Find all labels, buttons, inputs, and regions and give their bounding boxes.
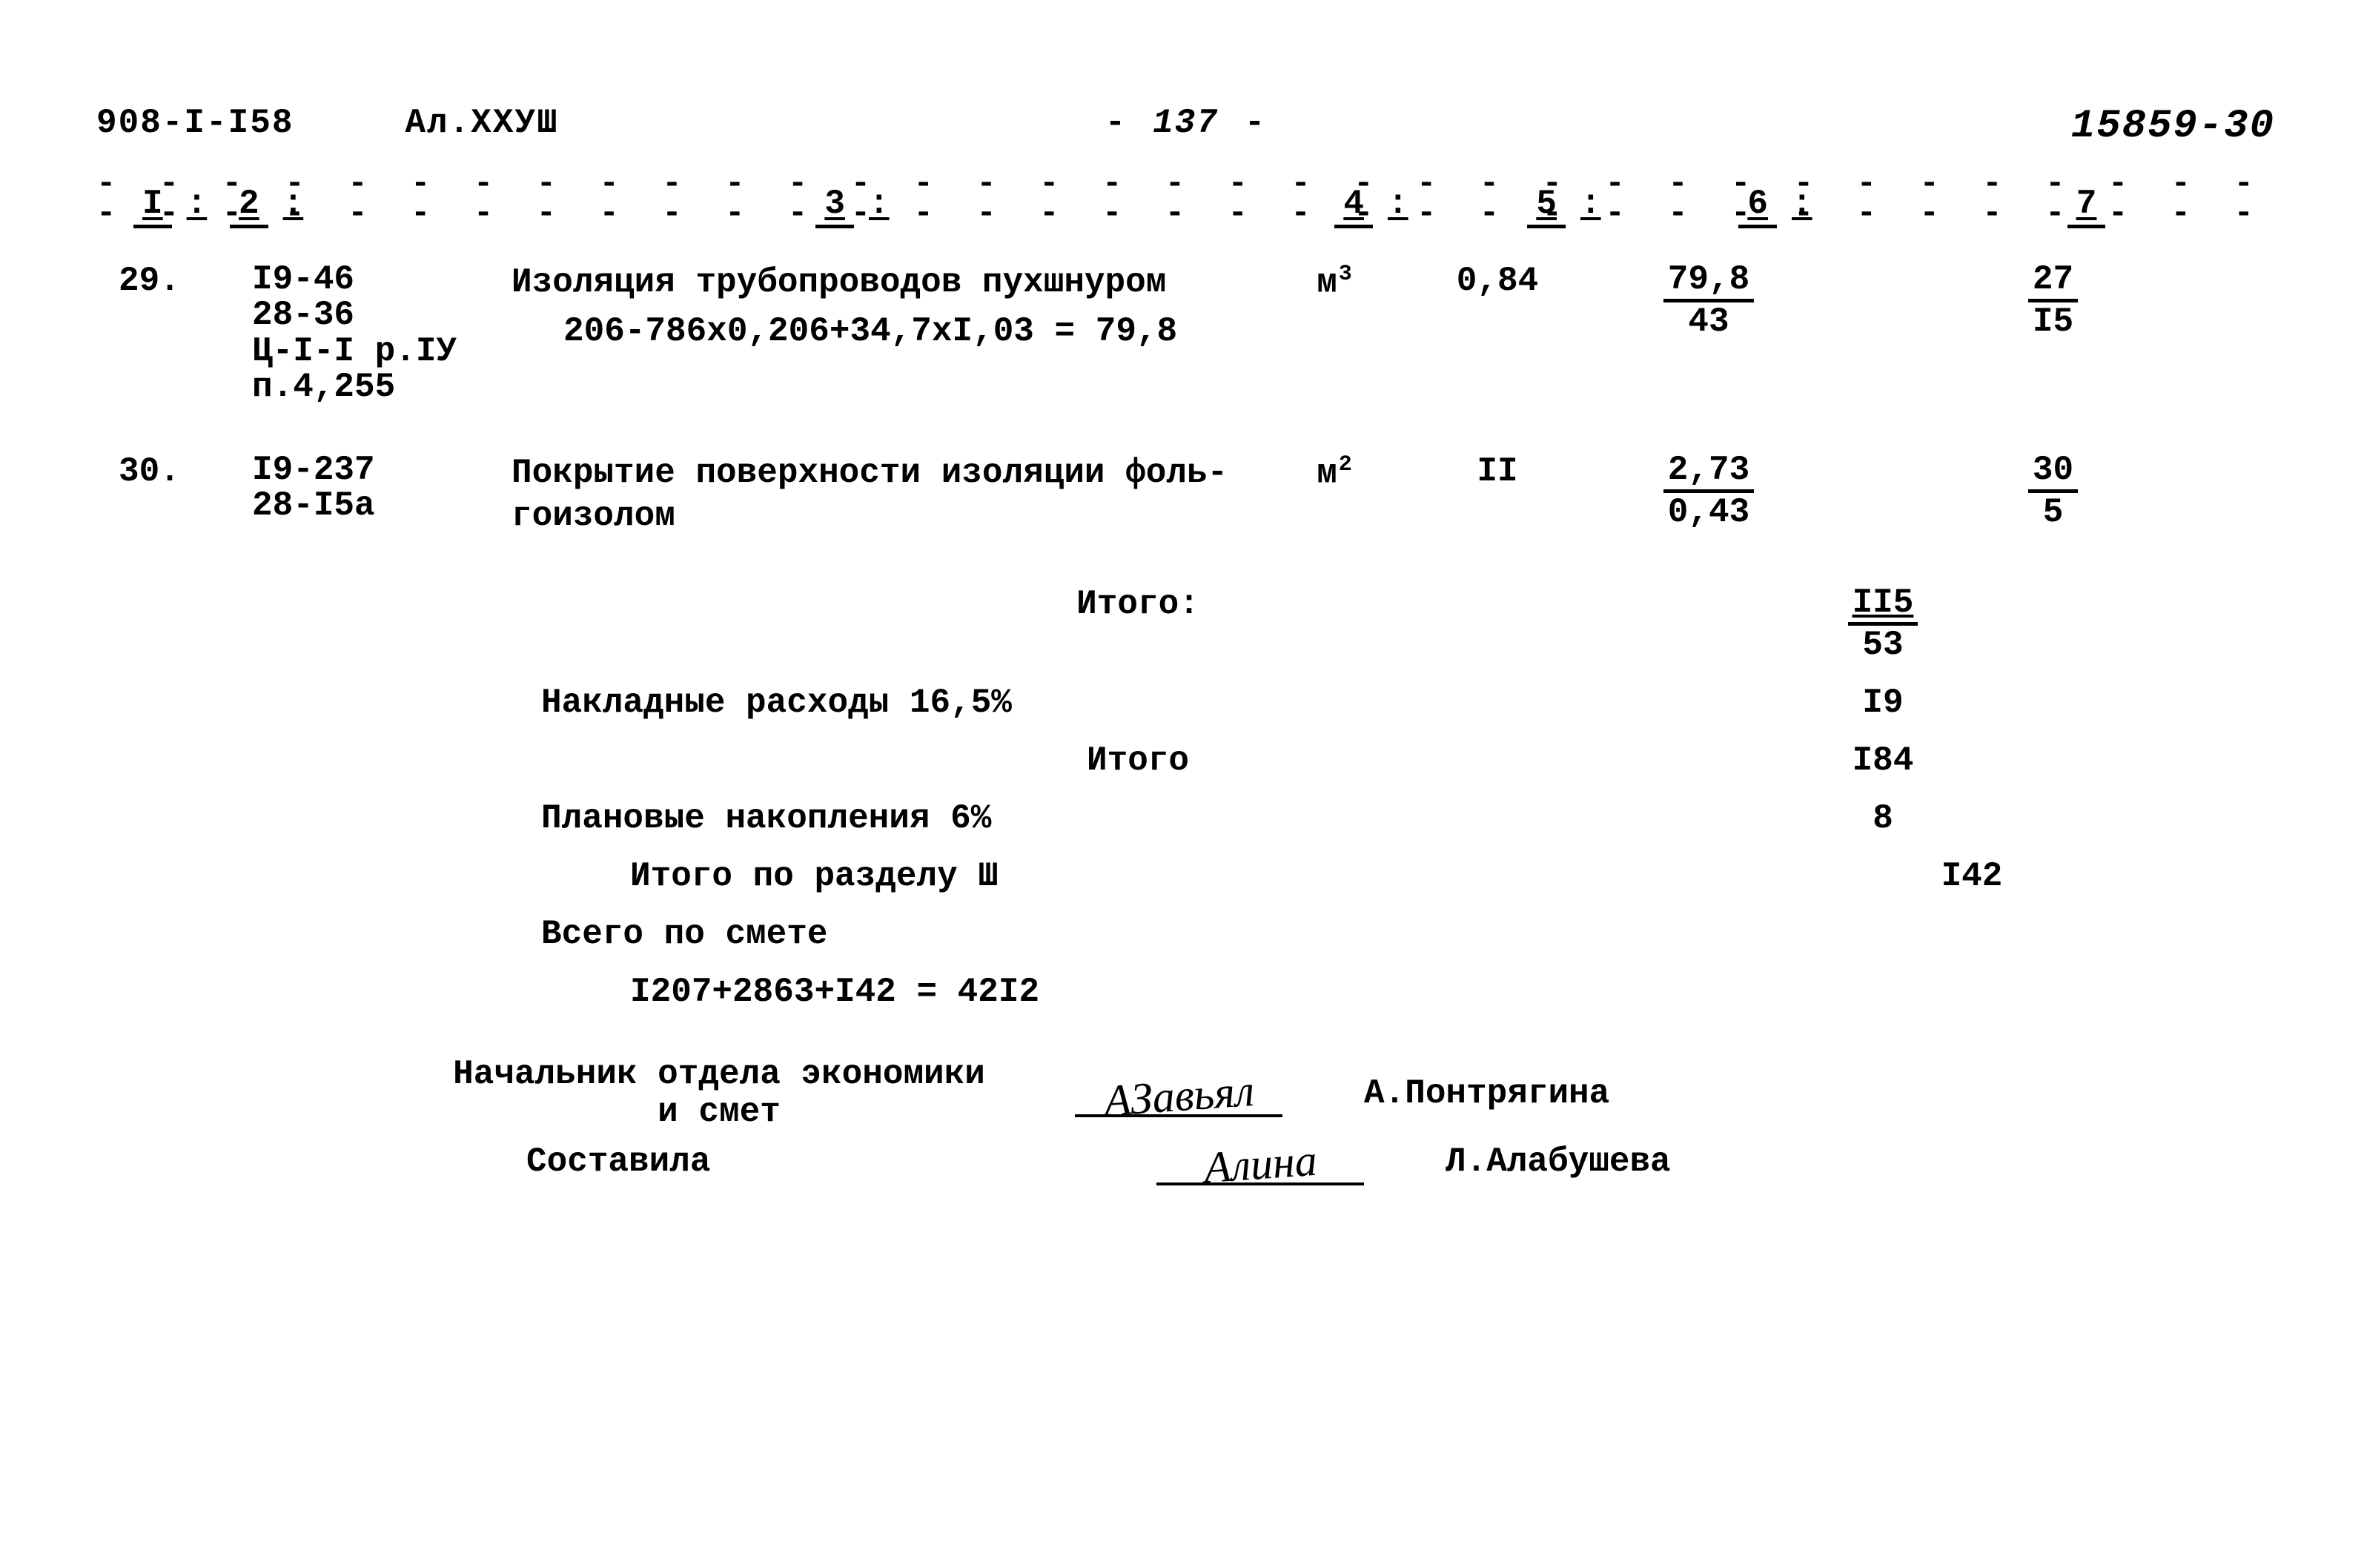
rate-bot: 43 [1663,302,1754,340]
ref-line: I9-46 [252,262,511,297]
signature-graphic: Алина [1075,1139,1446,1185]
row-amount: 27 I5 [1831,262,2275,341]
amt-top: 30 [2028,452,2078,493]
page-number: 137 [1153,104,1219,142]
row-amount: 30 5 [1831,452,2275,532]
section-total-value: I42 [1824,857,2120,896]
row-refs: I9-46 28-36 Ц-I-I р.IУ п.4,255 [252,262,511,405]
document-page: 908-I-I58 Ал.ХХУШ - 137 - 15859-30 - - -… [0,0,2364,1568]
page-header: 908-I-I58 Ал.ХХУШ - 137 - 15859-30 [96,104,2275,149]
col-7: 7 [1898,185,2275,223]
subtotal-bot: 53 [1848,626,1918,663]
signature-graphic: АЗавьял [993,1071,1364,1117]
signer-name: А.Понтрягина [1364,1074,1809,1113]
rate-bot: 0,43 [1663,493,1754,530]
role-line1: Начальник отдела экономики [445,1056,993,1094]
col-1: I: [133,185,230,223]
role-title: Начальник отдела экономики и смет [445,1056,993,1131]
header-right: 15859-30 [1578,104,2275,149]
amt-bot: 5 [2028,493,2078,530]
plan-line: Плановые накопления 6% 8 [96,799,2275,838]
amt-bot: I5 [2028,302,2078,340]
empty [1735,915,2031,953]
rate-top: 2,73 [1663,452,1754,493]
overhead-line: Накладные расходы 16,5% I9 [96,684,2275,722]
unit-base: м [1317,454,1337,493]
col-4: 4: [1282,185,1475,223]
row-rate: 79,8 43 [1586,262,1831,341]
amt-top: 27 [2028,262,2078,302]
dash-icon: - [1101,104,1130,142]
ref-line: I9-237 [252,452,511,488]
row-refs: I9-237 28-I5а [252,452,511,524]
role-line2: и смет [445,1094,993,1131]
signature-row: Составила Алина Л.Алабушева [96,1139,2275,1185]
grand-total-label: Всего по смете [541,915,1735,953]
subtotal-top: II5 [1848,585,1918,626]
column-header-divider: - - - - - - - - - - - - - - - - - - - - … [96,173,2275,232]
table-row: 30. I9-237 28-I5а Покрытие поверхности и… [96,452,2275,537]
header-left: 908-I-I58 Ал.ХХУШ [96,104,793,149]
grand-total-calc: I207+2863+I42 = 42I2 [541,973,1824,1011]
overhead-label: Накладные расходы 16,5% [541,684,1735,722]
row-rate: 2,73 0,43 [1586,452,1831,532]
row-number: 30. [96,452,252,491]
plan-label: Плановые накопления 6% [541,799,1735,838]
rate-top: 79,8 [1663,262,1754,302]
role-title: Составила [445,1143,1075,1181]
row-description: Покрытие поверхности изоляции фоль- гоиз… [511,452,1260,537]
col-5: 5: [1475,185,1668,223]
subtotal-label: Итого: [541,585,1735,664]
header-center: - 137 - [881,104,1491,149]
desc-calc: 206-786х0,206+34,7хI,03 = 79,8 [511,311,1260,354]
row-qty: 0,84 [1408,262,1586,300]
estimate-table: 29. I9-46 28-36 Ц-I-I р.IУ п.4,255 Изоля… [96,262,2275,537]
row-description: Изоляция трубопроводов пухшнуром 206-786… [511,262,1260,353]
col-2: 2: [230,185,437,223]
signatures-block: Начальник отдела экономики и смет АЗавья… [96,1056,2275,1185]
col-3: 3: [437,185,1282,223]
dash-icon: - [1241,104,1271,142]
section-total-line: Итого по разделу Ш I42 [96,857,2275,896]
subtotal2-line: Итого I84 [96,741,2275,780]
grand-total-label-line: Всего по смете [96,915,2275,953]
doc-code: 908-I-I58 [96,104,294,149]
desc-text: Покрытие поверхности изоляции фоль- гоиз… [511,452,1260,537]
table-row: 29. I9-46 28-36 Ц-I-I р.IУ п.4,255 Изоля… [96,262,2275,405]
subtotal2-value: I84 [1735,741,2031,780]
subtotal-line: Итого: II5 53 [96,585,2275,664]
album-code: Ал.ХХУШ [405,104,558,149]
subtotal-value: II5 53 [1735,585,2031,664]
ref-line: Ц-I-I р.IУ [252,334,511,369]
overhead-value: I9 [1735,684,2031,722]
empty [1824,973,2120,1011]
signature-row: Начальник отдела экономики и смет АЗавья… [96,1056,2275,1131]
signer-name: Л.Алабушева [1446,1142,1890,1181]
desc-text: Изоляция трубопроводов пухшнуром [511,262,1260,305]
signature-script: АЗавьял [1102,1065,1255,1127]
unit-exp: 3 [1339,262,1352,287]
row-unit: м3 [1260,262,1408,302]
subtotal2-label: Итого [541,741,1735,780]
row-number: 29. [96,262,252,300]
unit-exp: 2 [1339,452,1352,477]
column-numbers: I: 2: 3: 4: 5: 6: 7 [96,185,2275,223]
grand-total-calc-line: I207+2863+I42 = 42I2 [96,973,2275,1011]
ref-line: п.4,255 [252,369,511,405]
totals-block: Итого: II5 53 Накладные расходы 16,5% I9… [96,585,2275,1011]
col-6: 6: [1668,185,1898,223]
ref-line: 28-36 [252,297,511,333]
unit-base: м [1317,263,1337,302]
row-unit: м2 [1260,452,1408,492]
signature-script: Алина [1202,1134,1318,1193]
section-total-label: Итого по разделу Ш [541,857,1824,896]
row-qty: II [1408,452,1586,491]
plan-value: 8 [1735,799,2031,838]
ref-line: 28-I5а [252,488,511,523]
